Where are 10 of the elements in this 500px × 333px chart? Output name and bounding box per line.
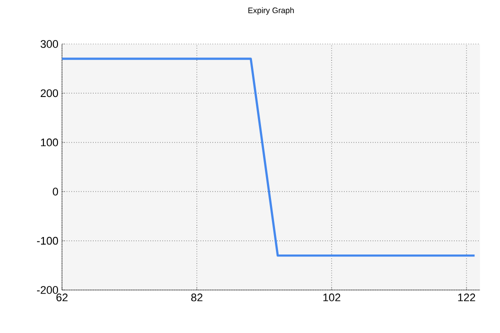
y-tick-label: 200 <box>40 89 58 98</box>
y-tick-label: -200 <box>37 286 58 294</box>
y-tick-label: 100 <box>41 138 58 146</box>
y-tick-label: 300 <box>40 40 58 48</box>
x-tick-label: 102 <box>323 294 340 302</box>
y-tick-label: -100 <box>37 236 58 245</box>
y-tick-label: 0 <box>52 188 58 196</box>
x-tick-label: 82 <box>191 294 202 302</box>
x-tick-label: 122 <box>458 294 476 302</box>
x-tick-label: 62 <box>56 294 68 302</box>
